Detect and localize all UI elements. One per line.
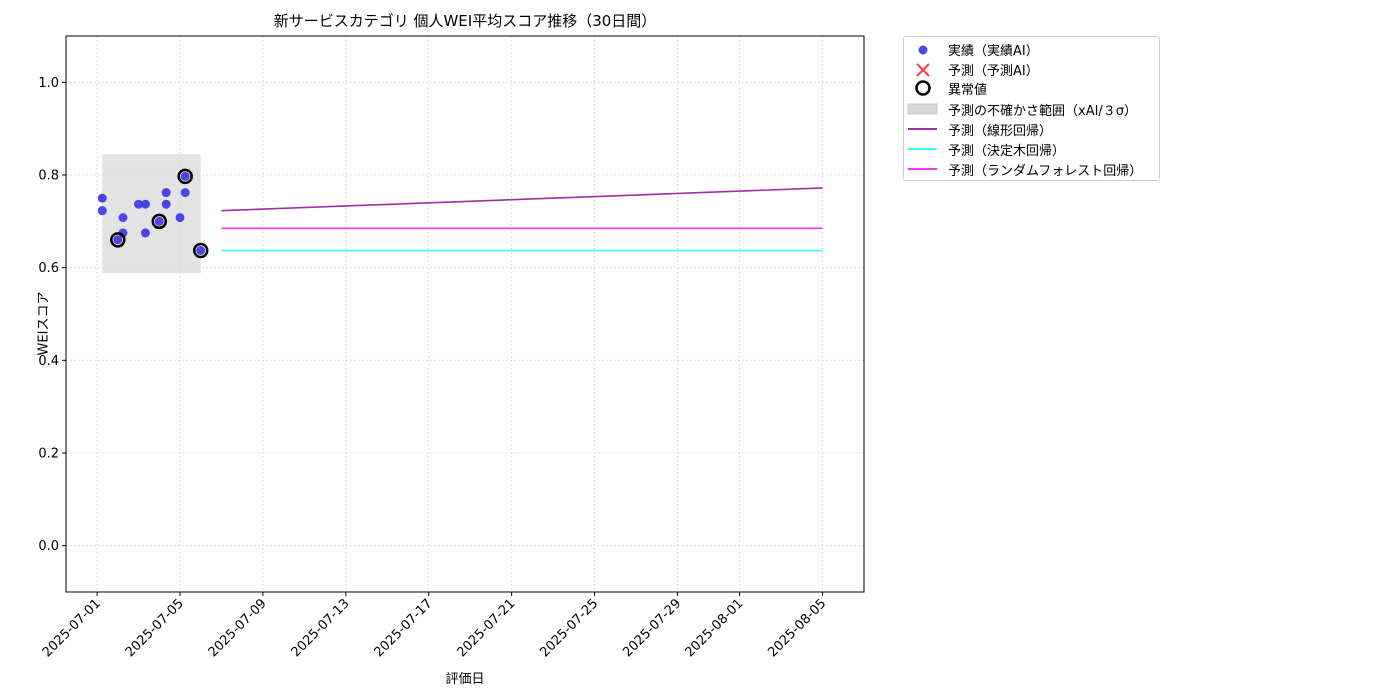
legend-item-actual: 実績（実績AI） bbox=[904, 39, 1159, 59]
anomaly-marker bbox=[192, 242, 209, 259]
legend-label-forest: 予測（ランダムフォレスト回帰） bbox=[948, 163, 1143, 179]
prediction-lines-layer bbox=[221, 187, 823, 252]
legend-swatch-actual bbox=[904, 39, 944, 59]
x-tick-label: 2025-08-01 bbox=[682, 596, 746, 660]
x-tick-label: 2025-07-09 bbox=[206, 596, 270, 660]
x-tick-label: 2025-07-01 bbox=[40, 596, 104, 660]
x-tick-label: 2025-07-29 bbox=[620, 596, 684, 660]
actual-point bbox=[140, 199, 150, 209]
y-axis-title: WEIスコア bbox=[36, 291, 52, 356]
actual-point bbox=[134, 199, 144, 209]
x-tick-label: 2025-07-13 bbox=[289, 596, 353, 660]
legend-item-band: 予測の不確かさ範囲（xAI/３σ） bbox=[904, 99, 1159, 119]
chart-title: 新サービスカテゴリ 個人WEI平均スコア推移（30日間） bbox=[273, 12, 657, 30]
legend: 実績（実績AI） 予測（予測AI） 異常値 予測の不確かさ範囲（xAI/３σ） … bbox=[903, 36, 1160, 181]
y-tick-label: 0.8 bbox=[38, 169, 59, 184]
legend-swatch-forest bbox=[904, 159, 944, 179]
x-tick-label: 2025-07-05 bbox=[123, 596, 187, 660]
actual-point bbox=[161, 199, 171, 209]
legend-label-tree: 予測（決定木回帰） bbox=[948, 143, 1066, 159]
actual-point bbox=[180, 188, 190, 198]
x-tick-label: 2025-08-05 bbox=[765, 596, 829, 660]
actual-point bbox=[161, 188, 171, 198]
legend-swatch-band bbox=[904, 99, 944, 119]
actual-point bbox=[196, 246, 206, 256]
legend-label-linear: 予測（線形回帰） bbox=[948, 123, 1053, 139]
actual-point bbox=[113, 235, 123, 245]
x-tick-label: 2025-07-25 bbox=[537, 596, 601, 660]
legend-item-anomaly: 異常値 bbox=[904, 78, 1159, 98]
legend-swatch-predicted-ai bbox=[904, 59, 944, 79]
actual-point bbox=[175, 213, 185, 223]
y-tick-label: 0.4 bbox=[38, 354, 59, 369]
x-tick-label: 2025-07-17 bbox=[372, 596, 436, 660]
y-tick-label: 0.6 bbox=[38, 261, 59, 276]
legend-item-predicted-ai: 予測（予測AI） bbox=[904, 59, 1159, 79]
legend-label-predicted-ai: 予測（予測AI） bbox=[948, 63, 1039, 79]
actual-point bbox=[118, 213, 128, 223]
legend-item-linear: 予測（線形回帰） bbox=[904, 119, 1159, 139]
legend-swatch-linear bbox=[904, 119, 944, 139]
plot-frame bbox=[65, 35, 865, 593]
y-axis-ticks: 0.0 0.2 0.4 0.6 0.8 1.0 bbox=[38, 76, 66, 554]
actual-point bbox=[180, 171, 190, 181]
x-tick-label: 2025-07-21 bbox=[454, 596, 518, 660]
anomaly-marker bbox=[151, 213, 168, 230]
anomaly-marker bbox=[177, 168, 193, 185]
legend-label-actual: 実績（実績AI） bbox=[948, 43, 1039, 59]
legend-label-band: 予測の不確かさ範囲（xAI/３σ） bbox=[948, 103, 1138, 119]
prediction-line-linear bbox=[221, 187, 823, 212]
x-axis-title: 評価日 bbox=[445, 672, 485, 687]
anomaly-markers-layer bbox=[110, 168, 209, 259]
actual-point bbox=[140, 228, 150, 238]
anomaly-marker bbox=[110, 232, 126, 248]
y-tick-label: 0.2 bbox=[38, 447, 59, 462]
legend-swatch-anomaly bbox=[904, 78, 944, 98]
y-tick-label: 0.0 bbox=[38, 539, 59, 554]
x-axis-ticks: 2025-07-01 2025-07-05 2025-07-09 2025-07-13… bbox=[40, 592, 829, 660]
actual-point bbox=[154, 216, 164, 226]
legend-item-forest: 予測（ランダムフォレスト回帰） bbox=[904, 159, 1159, 179]
actual-point bbox=[97, 206, 107, 216]
legend-label-anomaly: 異常値 bbox=[948, 82, 988, 98]
legend-swatch-tree bbox=[904, 139, 944, 159]
grid-lines bbox=[66, 36, 864, 592]
actual-point bbox=[97, 193, 107, 203]
y-tick-label: 1.0 bbox=[38, 76, 59, 91]
legend-item-tree: 予測（決定木回帰） bbox=[904, 139, 1159, 159]
